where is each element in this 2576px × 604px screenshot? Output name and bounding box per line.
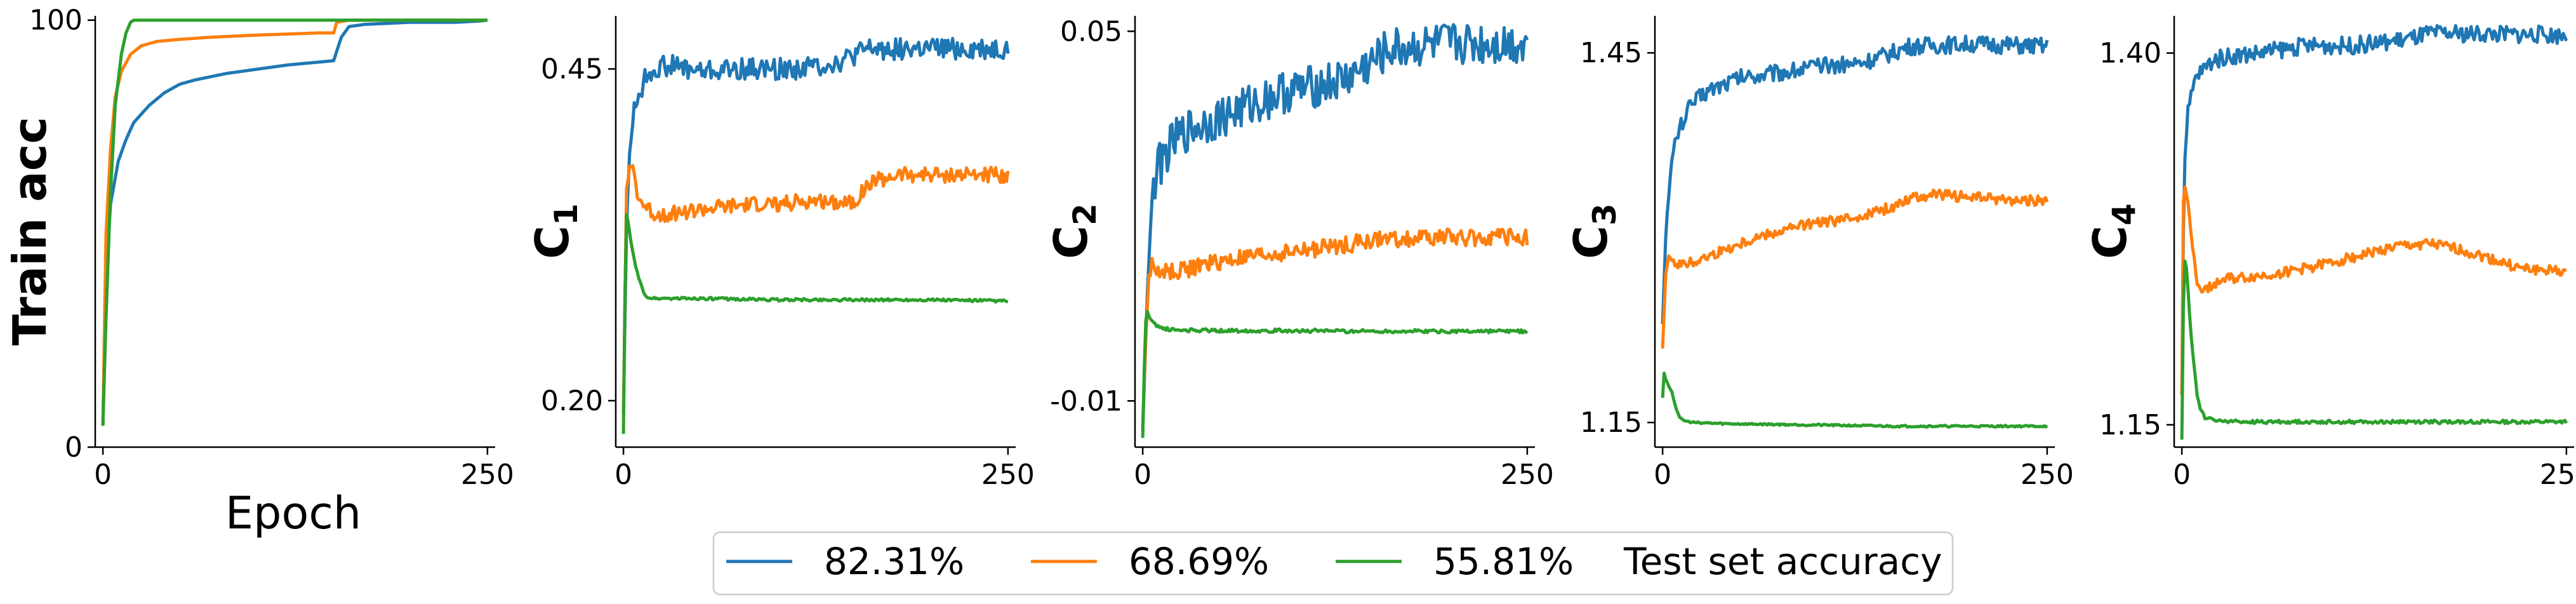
y-axis-label: C2 bbox=[1044, 203, 1103, 259]
series-line-82.31% bbox=[1661, 34, 2049, 325]
ticks: 0 250 0 100 bbox=[29, 4, 514, 491]
series-line-55.81% bbox=[101, 18, 488, 426]
series-lines bbox=[1661, 34, 2049, 429]
y-tick-label: 1.15 bbox=[2099, 409, 2161, 441]
y-tick-label: 0.05 bbox=[1060, 15, 1122, 48]
series-line-55.81% bbox=[1661, 372, 2048, 429]
y-tick-label: 100 bbox=[29, 4, 83, 37]
legend-label-3: 55.81% bbox=[1433, 540, 1574, 583]
panel-c1: 0 250 0.20 0.45 C1 bbox=[526, 16, 1035, 491]
x-tick-label: 0 bbox=[614, 459, 632, 491]
legend-box bbox=[712, 531, 1954, 596]
series-line-68.69% bbox=[2180, 185, 2567, 396]
x-tick-label: 250 bbox=[1501, 459, 1554, 491]
y-axis-label: C1 bbox=[526, 203, 585, 259]
legend-title-text: Test set accuracy bbox=[1623, 540, 1942, 583]
series-line-55.81% bbox=[2180, 259, 2568, 440]
x-tick-label: 0 bbox=[1134, 459, 1152, 491]
series-lines bbox=[621, 37, 1010, 434]
series-line-55.81% bbox=[621, 213, 1009, 434]
ticks: 0 250 -0.01 0.05 bbox=[1050, 15, 1554, 491]
y-tick-label: 0.20 bbox=[541, 385, 603, 417]
y-axis-label: Train acc bbox=[3, 117, 56, 346]
ticks: 0 250 1.15 1.45 bbox=[1580, 37, 2074, 491]
y-tick-label: 1.15 bbox=[1580, 406, 1642, 439]
y-tick-label: 0 bbox=[65, 431, 83, 464]
y-axis-label: C3 bbox=[1564, 203, 1623, 259]
series-lines bbox=[1141, 23, 1529, 438]
y-tick-label: 1.45 bbox=[1580, 37, 1642, 69]
series-line-82.31% bbox=[2180, 23, 2568, 396]
y-tick-label: -0.01 bbox=[1050, 385, 1122, 417]
y-tick-label: 0.45 bbox=[541, 53, 603, 86]
series-line-82.31% bbox=[1141, 23, 1529, 432]
panel-c4: 0 250 1.15 1.40 C4 bbox=[2083, 16, 2576, 491]
panel-train-acc: 0 250 0 100 Train acc Epoch bbox=[3, 4, 514, 539]
ticks: 0 250 1.15 1.40 bbox=[2099, 37, 2576, 491]
series-line-68.69% bbox=[1661, 188, 2049, 349]
series-line-68.69% bbox=[101, 18, 488, 426]
series-line-82.31% bbox=[621, 37, 1010, 414]
series-line-55.81% bbox=[1141, 310, 1529, 438]
legend-label-2: 68.69% bbox=[1129, 540, 1269, 583]
x-tick-label: 250 bbox=[981, 459, 1035, 491]
x-tick-label: 250 bbox=[461, 459, 514, 491]
x-tick-label: 250 bbox=[2021, 459, 2074, 491]
y-tick-label: 1.40 bbox=[2099, 37, 2161, 70]
series-line-68.69% bbox=[1141, 227, 1529, 426]
x-tick-label: 0 bbox=[1654, 459, 1671, 491]
y-axis-label: C4 bbox=[2083, 203, 2142, 259]
x-tick-label: 0 bbox=[94, 459, 112, 491]
x-axis-label: Epoch bbox=[225, 487, 361, 539]
legend: 82.31% 68.69% 55.81% Test set accuracy bbox=[712, 531, 1954, 596]
panel-c3: 0 250 1.15 1.45 C3 bbox=[1564, 16, 2074, 491]
x-tick-label: 0 bbox=[2173, 459, 2191, 491]
series-line-68.69% bbox=[621, 164, 1010, 414]
x-tick-label: 250 bbox=[2540, 459, 2576, 491]
panel-c2: 0 250 -0.01 0.05 C2 bbox=[1044, 15, 1554, 491]
series-line-82.31% bbox=[101, 18, 488, 426]
ticks: 0 250 0.20 0.45 bbox=[541, 53, 1035, 491]
legend-label-1: 82.31% bbox=[824, 540, 964, 583]
series-lines bbox=[101, 18, 488, 426]
series-lines bbox=[2180, 23, 2568, 440]
